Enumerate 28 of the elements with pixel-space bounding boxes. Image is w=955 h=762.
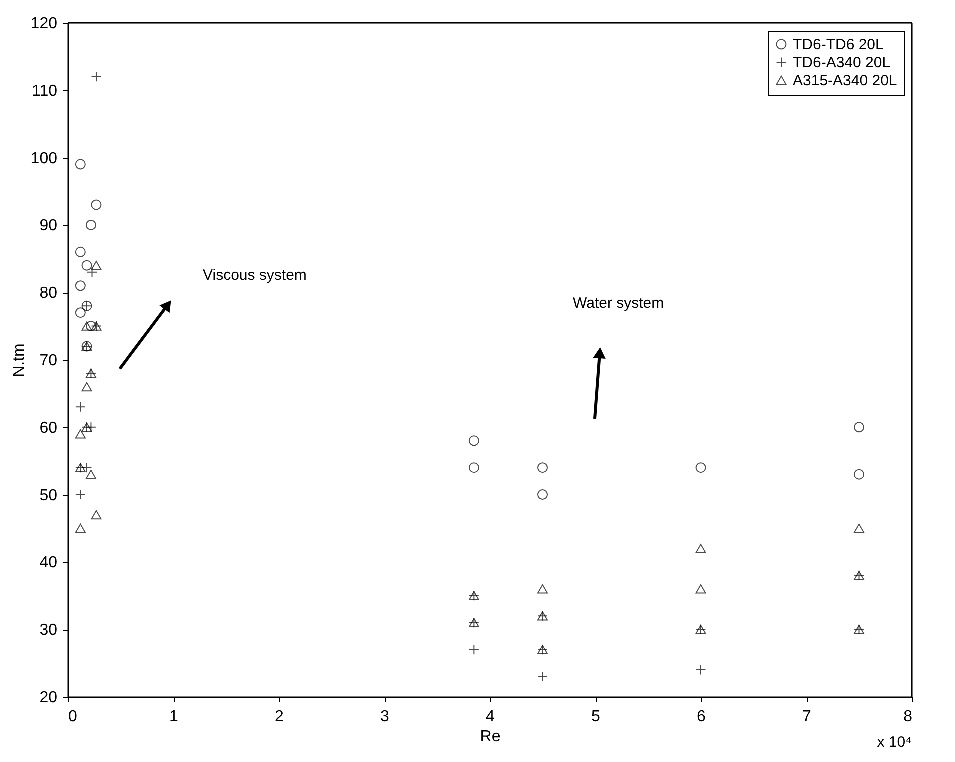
legend-label: TD6-A340 20L (793, 54, 891, 72)
y-tick-label: 110 (32, 82, 58, 100)
x-tick-label: 8 (904, 708, 913, 726)
x-tick-label: 3 (380, 708, 390, 726)
x-axis-title: Re (480, 728, 501, 746)
x-tick-label: 1 (170, 708, 179, 726)
x-tick-label: 6 (697, 708, 706, 726)
y-tick-label: 80 (40, 285, 58, 302)
x-tick-label: 2 (275, 708, 284, 726)
y-tick-label: 90 (40, 218, 58, 235)
x-tick-label: 7 (802, 708, 812, 726)
y-tick-label: 60 (40, 420, 58, 437)
annotation: Water system (573, 295, 664, 312)
y-tick-label: 70 (40, 352, 58, 370)
x-tick-label: 4 (486, 708, 496, 726)
legend-label: A315-A340 20L (793, 72, 898, 90)
y-tick-label: 120 (30, 16, 58, 32)
y-tick-label: 30 (40, 622, 58, 640)
legend-label: TD6-TD6 20L (793, 36, 884, 54)
y-axis-title: N.tm (10, 344, 28, 378)
y-tick-label: 20 (40, 690, 58, 706)
y-tick-label: 50 (40, 487, 58, 504)
x-tick-label: 5 (592, 708, 601, 726)
annotation: Viscous system (203, 267, 307, 284)
y-tick-label: 100 (30, 150, 58, 168)
x-tick-label: 0 (68, 708, 78, 726)
y-tick-label: 40 (40, 554, 58, 572)
text: x 10⁴ (877, 734, 912, 751)
